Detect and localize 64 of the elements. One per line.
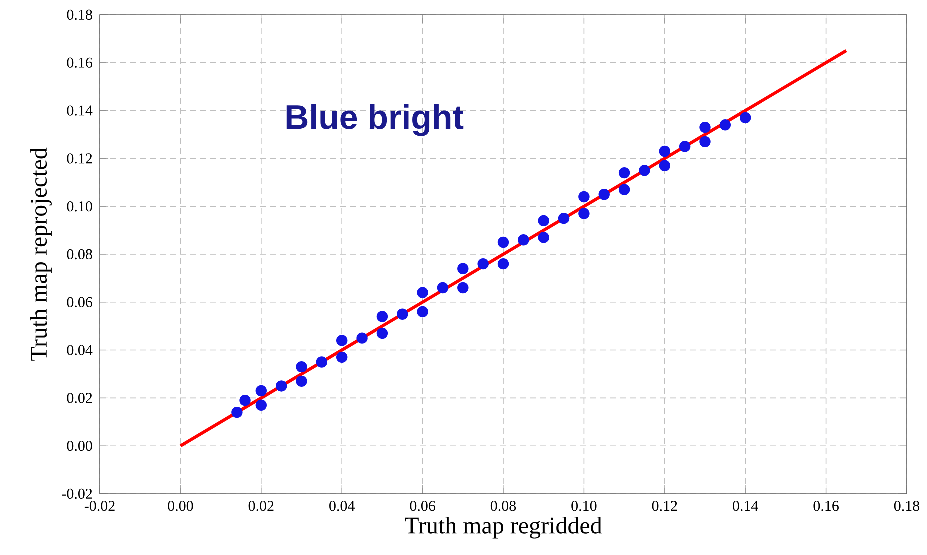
point [356,332,368,344]
point [740,112,752,124]
x-tick-label: 0.04 [330,501,355,512]
y-tick-label: 0.14 [67,106,93,116]
point [498,258,510,270]
point [276,380,288,392]
x-axis-title: Truth map regridded [405,516,602,539]
point [336,335,348,346]
y-tick-label: 0.00 [67,440,92,452]
point [240,394,251,406]
y-tick-label: 0.12 [67,154,92,164]
point [417,287,428,298]
y-tick-label: 0.16 [67,58,92,68]
x-tick-label: 0.12 [652,501,678,512]
point [376,328,388,340]
y-tick-label: 0.06 [67,297,92,308]
x-tick-label: 0.08 [490,501,516,512]
x-tick-label: 0.18 [894,501,920,512]
y-tick-label: 0.10 [67,201,92,212]
x-tick-label: 0.02 [248,501,274,512]
y-axis-title: Truth map reprojected [30,148,52,361]
annotation: Blue bright [286,104,464,136]
point [518,234,530,246]
point [618,167,630,179]
y-tick-label: 0.04 [67,345,93,356]
point [458,282,469,294]
point [679,141,691,152]
point [316,356,328,368]
point [232,406,243,418]
point [296,361,308,373]
point [598,189,610,200]
point [397,308,408,320]
point [478,258,489,270]
y-tick-label: 0.02 [67,393,92,404]
y-tick-label: 0.08 [67,249,92,260]
y-tick-label: -0.02 [62,488,92,500]
point [376,311,388,322]
point [659,160,670,172]
point [538,232,550,244]
point [700,136,711,148]
x-tick-label: -0.02 [84,501,115,512]
point [558,212,570,224]
x-tick-label: 0.16 [814,501,839,512]
point [659,146,670,158]
point [458,263,469,274]
y-tick-label: 0.18 [67,10,92,20]
point [296,376,308,388]
point [700,122,711,134]
point [639,165,650,176]
x-tick-label: 0.06 [410,501,436,512]
x-tick-label: 0.14 [733,501,758,512]
point [437,282,449,294]
point [256,400,267,411]
point [417,306,428,318]
x-tick-label: 0.00 [168,501,194,512]
point [578,208,590,220]
point [498,236,510,248]
point [256,385,267,397]
point [336,352,348,364]
x-tick-label: 0.10 [572,501,597,512]
point [538,215,550,227]
point [578,191,590,203]
point [618,184,630,196]
point [720,120,732,131]
